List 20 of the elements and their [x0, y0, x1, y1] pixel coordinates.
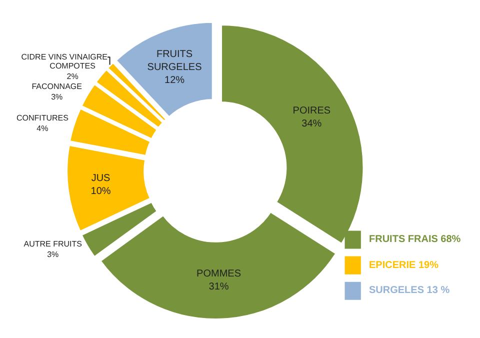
data-label: 4% [36, 124, 48, 134]
data-label: 3% [47, 250, 59, 259]
data-label: 10% [90, 186, 111, 197]
data-label: 3% [51, 92, 63, 102]
slice-label: FRUITS SURGELES [147, 48, 202, 73]
data-label: 12% [164, 74, 185, 86]
text: SURGELES 13 % [369, 285, 450, 296]
slice-label: CIDRE VINS VINAIGRE [21, 52, 108, 62]
slice-label: CONFITURES [16, 114, 68, 123]
slice-label: POIRES [292, 106, 331, 117]
slice-label: COMPOTES [50, 62, 96, 71]
text: EPICERIE 19% [369, 260, 439, 271]
slice-label: JUS [91, 172, 111, 184]
data-label: 34% [302, 118, 322, 130]
data-label: 2% [66, 72, 78, 81]
slice-label: AUTRE FRUITS [24, 239, 82, 248]
data-label: 31% [208, 281, 229, 292]
slice-label: FACONNAGE [32, 82, 82, 92]
text: FRUITS FRAIS 68% [369, 234, 461, 245]
slice-label: POMMES [196, 268, 242, 280]
